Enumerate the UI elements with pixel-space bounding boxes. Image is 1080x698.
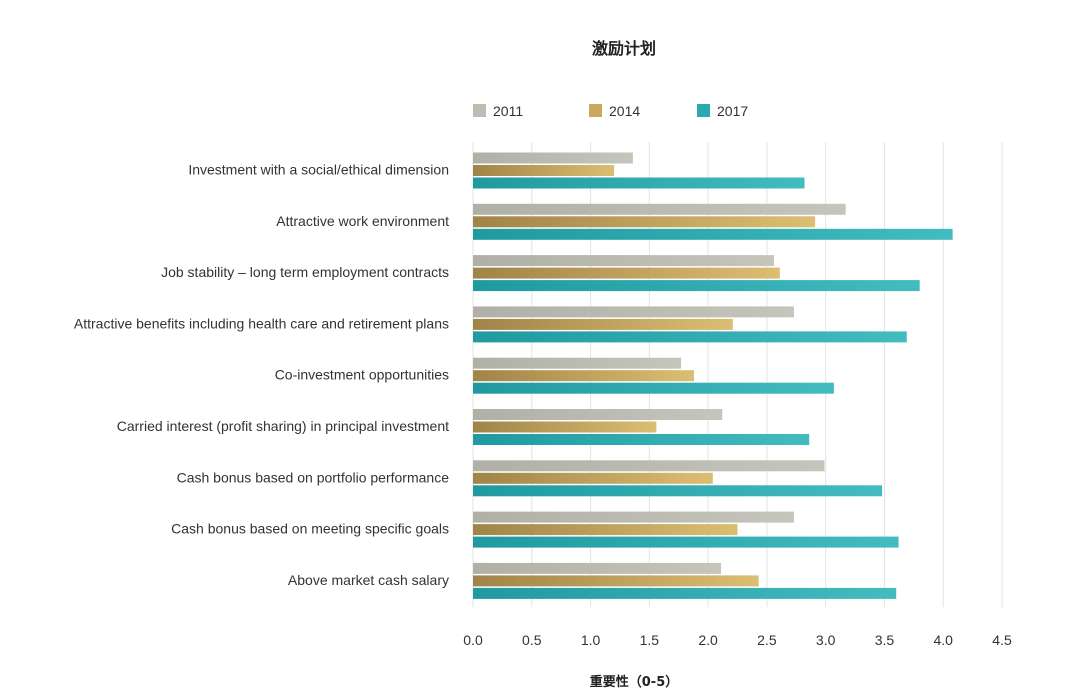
category-label: Above market cash salary: [288, 572, 449, 588]
x-axis-label: 重要性（0-5）: [590, 674, 679, 690]
bar-2017: [473, 331, 907, 343]
legend-label: 2014: [609, 103, 640, 119]
bar-2017: [473, 280, 920, 292]
category-label: Investment with a social/ethical dimensi…: [188, 162, 449, 178]
bar-2017: [473, 177, 805, 189]
bar-2014: [473, 575, 759, 587]
category-label: Job stability – long term employment con…: [161, 264, 449, 280]
x-tick-label: 1.0: [581, 632, 601, 648]
bar-2014: [473, 267, 780, 279]
bar-2014: [473, 370, 695, 382]
x-axis-ticks: 0.0 0.5 1.0 1.5 2.0 2.5 3.0 3.5 4.0 4.5: [463, 632, 1012, 648]
bar-2017: [473, 536, 899, 548]
x-tick-label: 3.5: [875, 632, 895, 648]
legend: 2011 2014 2017: [473, 103, 748, 119]
x-tick-label: 0.0: [463, 632, 483, 648]
bar-2014: [473, 165, 615, 176]
x-tick-label: 4.5: [992, 632, 1012, 648]
legend-label: 2011: [493, 103, 523, 119]
chart-title: 激励计划: [592, 39, 656, 58]
category-label: Co-investment opportunities: [275, 367, 449, 383]
bar-2014: [473, 421, 657, 433]
bars: [473, 152, 953, 599]
bar-2011: [473, 562, 722, 574]
legend-swatch-2017: [697, 104, 710, 117]
x-tick-label: 3.0: [816, 632, 836, 648]
category-label: Carried interest (profit sharing) in pri…: [117, 418, 449, 434]
bar-2011: [473, 306, 794, 318]
x-tick-label: 2.0: [698, 632, 718, 648]
x-tick-label: 4.0: [933, 632, 953, 648]
bar-2011: [473, 460, 825, 472]
x-tick-label: 0.5: [522, 632, 542, 648]
legend-swatch-2014: [589, 104, 602, 117]
bar-2017: [473, 587, 897, 599]
bar-2017: [473, 485, 883, 497]
bar-2014: [473, 472, 713, 484]
legend-label: 2017: [717, 103, 748, 119]
x-tick-label: 2.5: [757, 632, 777, 648]
x-tick-label: 1.5: [640, 632, 660, 648]
bar-2014: [473, 524, 738, 536]
category-label: Attractive benefits including health car…: [74, 315, 449, 331]
bar-2017: [473, 434, 810, 445]
category-label: Attractive work environment: [276, 213, 449, 229]
bar-2011: [473, 357, 682, 369]
bar-2017: [473, 228, 953, 240]
bar-2011: [473, 409, 723, 420]
bar-2017: [473, 382, 834, 394]
bar-2011: [473, 255, 774, 267]
category-label: Cash bonus based on meeting specific goa…: [171, 521, 449, 537]
bar-2014: [473, 318, 733, 330]
category-labels: Investment with a social/ethical dimensi…: [74, 162, 449, 588]
category-label: Cash bonus based on portfolio performanc…: [177, 469, 450, 485]
bar-2014: [473, 216, 816, 228]
bar-2011: [473, 511, 794, 523]
bar-2011: [473, 152, 633, 164]
legend-swatch-2011: [473, 104, 486, 117]
bar-2011: [473, 203, 846, 215]
